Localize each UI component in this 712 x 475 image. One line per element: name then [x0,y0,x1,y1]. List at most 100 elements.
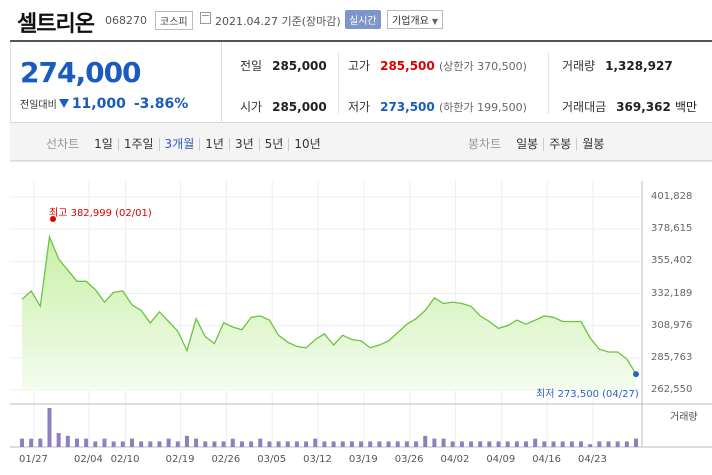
tab-candle-일봉[interactable]: 일봉 [511,138,545,151]
volume-bar [276,441,281,447]
volume-value: 1,328,927 [605,59,673,73]
volume-bar [175,441,180,447]
volume-bar [588,444,593,447]
volume-bar [634,438,638,447]
volume-label: 거래량 [562,59,596,73]
stock-code: 068270 [105,14,147,27]
volume-bar [29,438,34,447]
volume-bar [450,441,455,447]
volume-bar [469,441,474,447]
price-chart: 401,828 378,615 355,402 332,189 308,976 285,7… [10,161,712,475]
x-tick-label: 04/09 [486,454,516,465]
change-amount: 11,000 [71,96,126,112]
volume-bar [65,435,70,447]
x-tick-label: 02/19 [165,454,195,465]
company-overview-dropdown[interactable]: 기업개요 ▼ [387,10,443,29]
x-tick-label: 02/04 [73,454,103,465]
volume-bar [597,441,602,447]
tab-line-10년[interactable]: 10년 [294,137,321,151]
x-tick-label: 02/10 [110,454,140,465]
volume-bar [111,441,116,447]
tab-line-5년[interactable]: 5년 [260,138,290,151]
volume-bar [615,441,620,447]
low-annotation: 최저 273,500 (04/27) [536,389,639,400]
x-tick-label: 01/27 [19,454,48,465]
volume-bar [514,441,519,447]
volume-bar [560,441,565,447]
y-tick-label: 378,615 [651,223,693,235]
volume-bar [304,441,309,447]
volume-bar [487,441,492,447]
volume-bar [579,441,584,447]
amount-label: 거래대금 [562,100,607,114]
tab-line-3개월[interactable]: 3개월 [160,138,201,151]
volume-bar [47,408,52,447]
volume-bar [524,441,529,447]
x-tick-label: 02/26 [211,454,241,465]
candle-chart-tabs: 봉차트 일봉 주봉 월봉 [468,135,609,152]
volume-bar [294,441,299,447]
y-tick-label: 285,763 [651,351,693,363]
volume-bar [221,441,226,447]
prev-close-value: 285,000 [272,59,327,73]
tab-line-1주일[interactable]: 1주일 [119,138,160,151]
volume-bar [129,438,134,447]
volume-bar [432,438,437,447]
volume-bar [322,441,327,447]
change-label: 전일대비 [20,100,57,111]
volume-bar [139,441,144,447]
divider [338,52,339,114]
open-price: 시가 285,000 [240,98,327,115]
prev-close: 전일 285,000 [240,57,327,74]
trade-amount: 거래대금 369,362 백만 [562,98,697,115]
x-tick-label: 04/16 [532,454,562,465]
volume-bar [340,441,345,447]
tab-line-1일[interactable]: 1일 [89,138,119,151]
volume-bar [249,441,254,447]
volume-bar [102,438,107,447]
volume-bar [414,441,419,447]
low-point-marker [633,371,639,378]
volume-bar [551,441,556,447]
volume-bar [313,438,318,447]
price-chart-svg [10,161,712,448]
low-value: 273,500 [380,100,435,114]
volume-bar [74,438,79,447]
realtime-button[interactable]: 실시간 [345,10,381,29]
volume-bar [212,441,217,447]
volume-bar [230,438,235,447]
volume-bar [368,441,373,447]
tab-line-1년[interactable]: 1년 [200,138,230,151]
price-box: 274,000 전일대비 11,000 -3.86% [10,42,222,123]
volume-bar [386,441,391,447]
x-tick-label: 04/23 [578,454,607,465]
volume-bar [258,438,263,447]
tab-candle-월봉[interactable]: 월봉 [582,137,605,151]
calendar-icon [200,12,211,24]
change-percent: -3.86% [133,96,189,112]
prev-close-label: 전일 [240,59,263,73]
x-tick-label: 03/05 [257,454,287,465]
volume-bar [157,441,162,447]
date-label: 2021.04.27 기준(장마감) [215,15,341,28]
down-triangle-icon [58,99,69,108]
lower-limit: (하한가 199,500) [438,101,527,114]
volume-bar [542,441,547,447]
divider [548,52,549,114]
volume-bar [606,441,611,447]
volume-bar [478,441,483,447]
volume-bar [194,438,199,447]
open-label: 시가 [240,100,263,114]
tab-candle-주봉[interactable]: 주봉 [544,138,578,151]
tab-line-3년[interactable]: 3년 [230,138,260,151]
volume-bar [377,441,382,447]
stock-name: 셀트리온 [17,12,95,37]
current-price: 274,000 [20,56,142,89]
y-tick-label: 401,828 [651,191,693,202]
open-value: 285,000 [272,100,327,114]
volume-bar [404,441,409,447]
volume-bar [359,441,364,447]
low-label: 저가 [348,100,371,114]
price-area [22,236,636,390]
volume-bar [349,441,354,447]
